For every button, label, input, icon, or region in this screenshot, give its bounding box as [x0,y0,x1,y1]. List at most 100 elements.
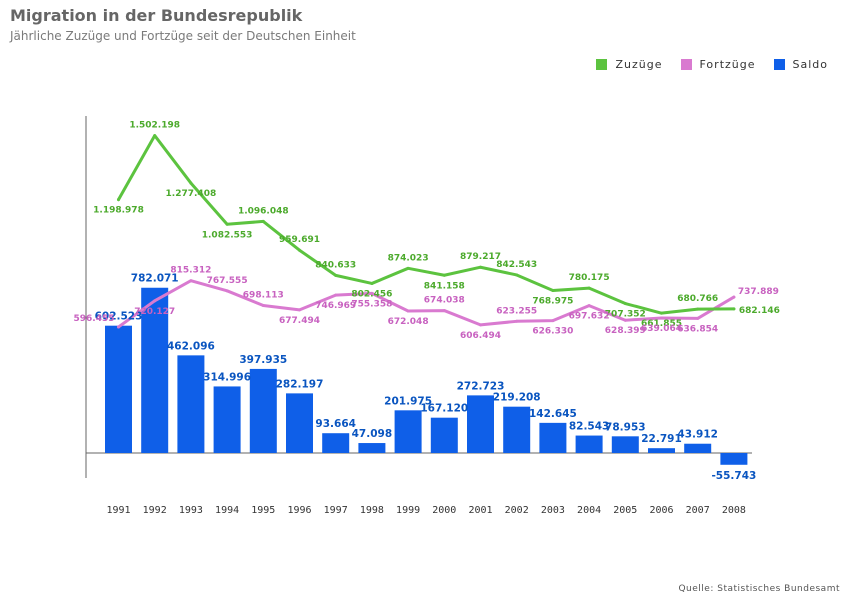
chart-title: Migration in der Bundesrepublik [10,6,303,25]
point-fortzuege-2005 [623,318,627,322]
source-note: Quelle: Statistisches Bundesamt [678,584,840,594]
label-zuzuege-2001: 879.217 [460,252,501,262]
label-saldo-1991: 602.523 [95,311,143,323]
x-tick-label-2006: 2006 [649,505,673,516]
point-zuzuege-2008 [732,307,736,311]
point-zuzuege-1993 [189,181,193,185]
x-tick-label-1997: 1997 [324,505,348,516]
x-tick-label-1999: 1999 [396,505,420,516]
bar-saldo-1992 [141,287,169,453]
point-zuzuege-2001 [479,265,482,269]
x-tick-label-2007: 2007 [686,505,710,516]
point-zuzuege-2004 [587,286,591,290]
point-zuzuege-2005 [623,302,627,306]
label-saldo-2007: 43.912 [677,429,718,441]
point-fortzuege-1997 [334,293,338,297]
label-saldo-2001: 272.723 [457,380,505,392]
bar-saldo-2002 [503,406,531,453]
legend: Zuzüge Fortzüge Saldo [578,58,828,71]
legend-swatch-fortzuege [680,59,692,70]
label-fortzuege-2007: 636.854 [677,324,718,334]
label-saldo-1993: 462.096 [167,340,215,352]
chart-subtitle: Jährliche Zuzüge und Fortzüge seit der D… [10,29,356,43]
point-fortzuege-2000 [442,309,446,313]
label-saldo-1995: 397.935 [239,354,287,366]
bar-saldo-1999 [394,410,422,453]
bar-saldo-1997 [322,433,350,453]
point-fortzuege-1991 [117,325,120,329]
label-zuzuege-2006: 661.855 [641,319,682,329]
label-fortzuege-1992: 720.127 [134,307,175,317]
x-tick-label-2003: 2003 [541,505,565,516]
x-tick-label-1998: 1998 [360,505,384,516]
bar-saldo-2000 [430,417,458,453]
label-saldo-1996: 282.197 [276,378,324,390]
legend-swatch-zuzuege [596,59,608,70]
label-fortzuege-1991: 596.455 [74,314,115,324]
line-fortzuege [117,279,736,329]
x-tick-label-2008: 2008 [722,505,746,516]
point-zuzuege-1994 [225,222,229,226]
point-zuzuege-2000 [442,273,446,277]
point-fortzuege-1994 [225,289,229,293]
label-zuzuege-1998: 802.456 [351,289,392,299]
label-fortzuege-2003: 626.330 [532,327,573,337]
label-zuzuege-1993: 1.277.408 [166,189,217,199]
bar-saldo-2005 [611,436,639,453]
label-saldo-1999: 201.975 [384,395,432,407]
point-fortzuege-2007 [696,316,700,320]
x-tick-label-2005: 2005 [613,505,637,516]
x-tick-label-2001: 2001 [468,505,492,516]
bar-saldo-2008 [720,453,748,465]
point-zuzuege-1996 [298,248,301,252]
label-fortzuege-2005: 628.399 [605,326,646,336]
label-fortzuege-1996: 677.494 [279,316,320,326]
point-fortzuege-2004 [587,304,591,308]
label-zuzuege-2002: 842.543 [496,260,537,270]
label-fortzuege-1993: 815.312 [170,266,211,276]
point-fortzuege-1999 [406,309,410,313]
point-fortzuege-2008 [732,295,736,299]
label-zuzuege-2005: 707.352 [605,310,646,320]
label-zuzuege-2004: 780.175 [569,273,610,283]
point-fortzuege-2002 [515,319,519,323]
point-zuzuege-1992 [153,134,157,138]
label-zuzuege-1995: 1.096.048 [238,206,289,216]
label-fortzuege-2000: 674.038 [424,296,465,306]
x-tick-label-1995: 1995 [251,505,275,516]
label-saldo-2006: 22.791 [641,433,682,445]
bar-saldo-1995 [249,368,277,453]
point-zuzuege-2006 [660,311,663,315]
legend-label-saldo: Saldo [792,58,828,71]
point-fortzuege-2003 [551,319,555,323]
label-saldo-2000: 167.120 [420,403,468,415]
label-saldo-1992: 782.071 [131,273,179,285]
x-tick-label-1996: 1996 [287,505,311,516]
x-tick-label-1991: 1991 [106,505,130,516]
label-fortzuege-1995: 698.113 [243,290,284,300]
label-saldo-2002: 219.208 [493,392,541,404]
point-fortzuege-1993 [189,279,193,283]
point-fortzuege-1995 [261,303,265,307]
legend-label-fortzuege: Fortzüge [699,58,756,71]
bar-saldo-2006 [648,448,675,453]
label-fortzuege-1994: 767.555 [207,276,248,286]
bar-saldo-1994 [213,386,241,453]
bar-saldo-2003 [539,422,567,453]
label-saldo-2005: 78.953 [605,421,646,433]
label-zuzuege-1999: 874.023 [388,253,429,263]
label-saldo-1997: 93.664 [315,418,356,430]
point-fortzuege-2001 [479,323,482,327]
label-fortzuege-2001: 606.494 [460,331,501,341]
x-tick-label-2000: 2000 [432,505,456,516]
bar-saldo-2007 [684,443,712,453]
label-fortzuege-1998: 755.358 [351,299,392,309]
label-saldo-1998: 47.098 [352,428,393,440]
label-saldo-2003: 142.645 [529,408,577,420]
bar-saldo-2001 [467,395,494,453]
label-fortzuege-2006: 639.064 [641,324,682,334]
point-fortzuege-1992 [153,299,157,303]
bar-saldo-1996 [286,393,313,453]
label-saldo-2004: 82.543 [569,421,610,433]
